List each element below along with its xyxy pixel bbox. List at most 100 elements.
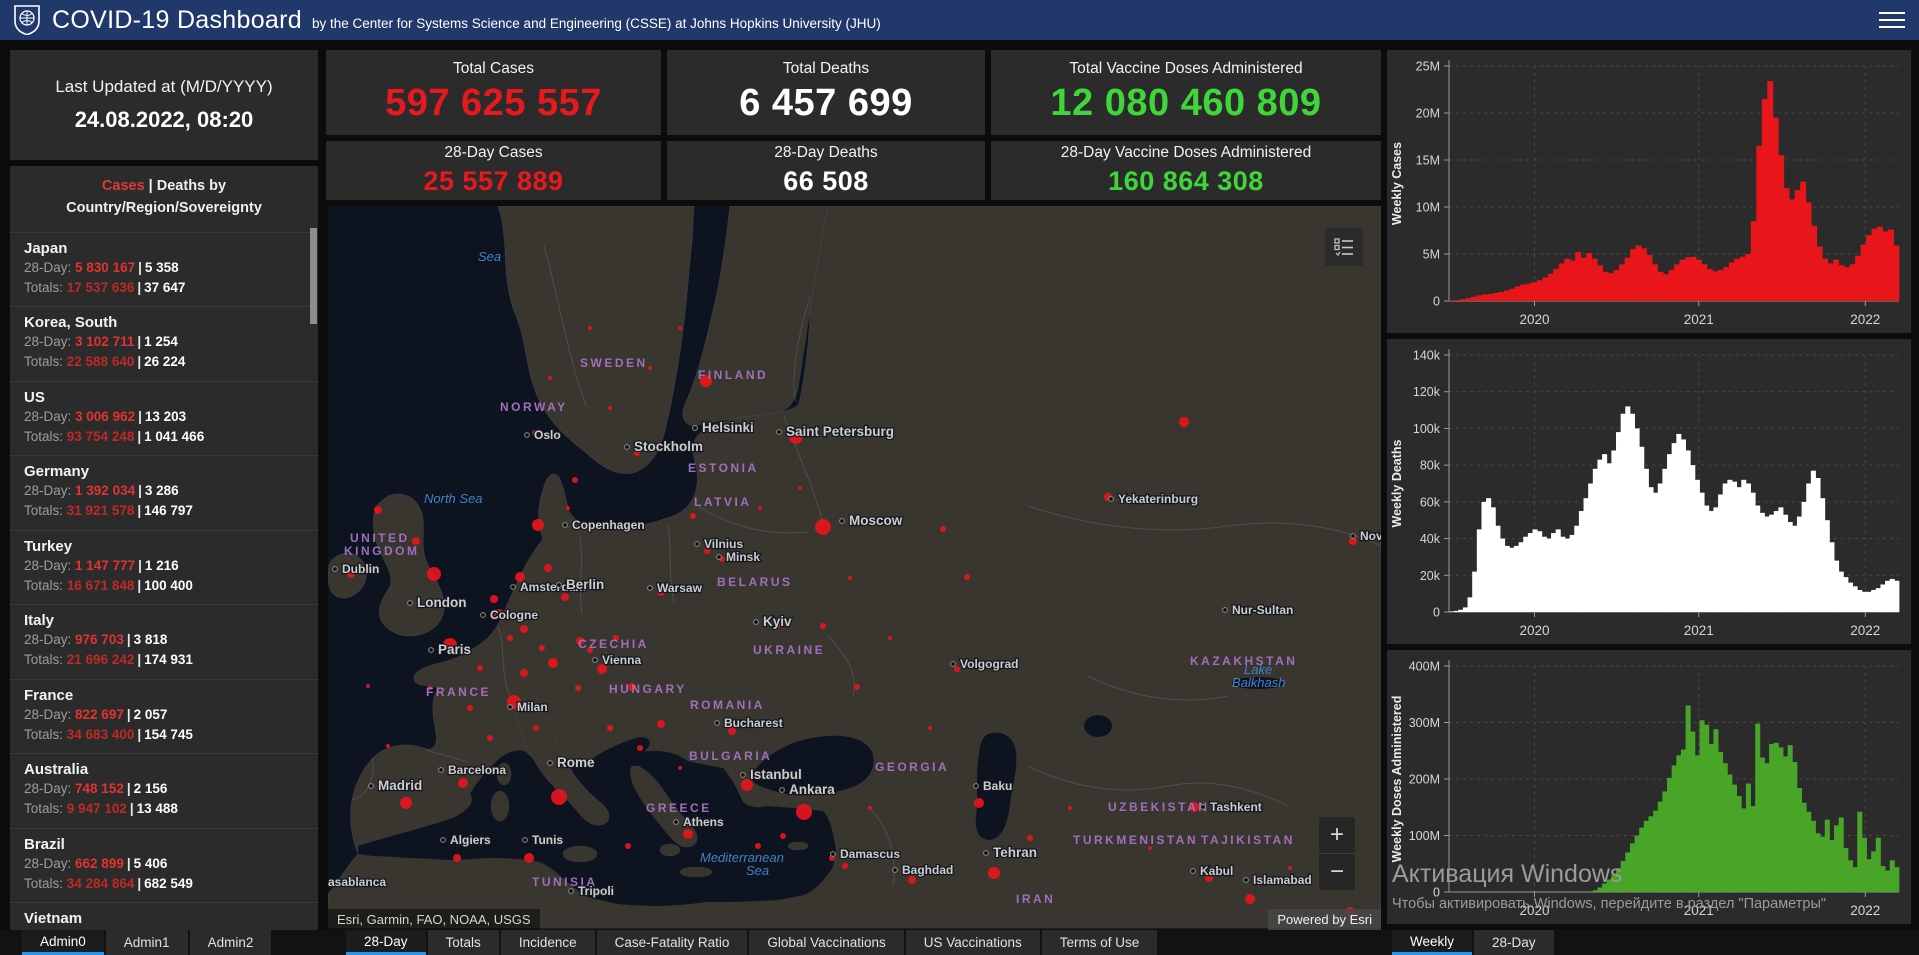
zoom-in-button[interactable]: + bbox=[1319, 817, 1355, 854]
case-bubble bbox=[490, 595, 498, 603]
case-bubble bbox=[690, 513, 696, 519]
country-list-item[interactable]: France 28-Day: 822 697 | 2 057 Totals: 34 … bbox=[10, 678, 318, 754]
world-map[interactable]: Sea North Sea Mediterranean Sea Lake Balkhash… bbox=[328, 206, 1381, 930]
city-marker bbox=[779, 787, 785, 793]
country-name: Korea, South bbox=[24, 314, 118, 331]
map-label: Warsaw bbox=[657, 581, 703, 595]
country-list-item[interactable]: Korea, South 28-Day: 3 102 711 | 1 254 Tot… bbox=[10, 306, 318, 381]
case-bubble bbox=[487, 735, 493, 741]
tab-terms-of-use[interactable]: Terms of Use bbox=[1041, 930, 1158, 955]
case-bubble bbox=[974, 798, 984, 808]
country-name: Turkey bbox=[24, 537, 73, 555]
city-marker bbox=[592, 657, 598, 663]
tab-admin0[interactable]: Admin0 bbox=[22, 930, 104, 955]
case-bubble bbox=[427, 567, 441, 581]
country-totals-line: Totals: 21 696 242 | 174 931 bbox=[24, 652, 193, 668]
tab-incidence[interactable]: Incidence bbox=[500, 930, 595, 955]
svg-text:25M: 25M bbox=[1416, 60, 1440, 74]
case-bubble bbox=[366, 684, 370, 688]
country-list-item[interactable]: Turkey 28-Day: 1 147 777 | 1 216 Totals: 1… bbox=[10, 529, 318, 605]
map-label: Lake bbox=[1244, 662, 1272, 677]
legend-button[interactable] bbox=[1325, 228, 1363, 266]
tab-weekly[interactable]: Weekly bbox=[1392, 930, 1473, 955]
case-bubble bbox=[575, 685, 581, 691]
tab-us-vaccinations[interactable]: US Vaccinations bbox=[905, 930, 1040, 955]
map-label: Mediterranean bbox=[700, 850, 784, 865]
zoom-out-button[interactable]: − bbox=[1329, 858, 1344, 885]
map-label: KAZAKHSTAN bbox=[1190, 654, 1297, 668]
jhu-logo-icon bbox=[14, 5, 40, 35]
country-list-item[interactable]: Vietnam 28-Day: 617 172|14 Totals: 11 38… bbox=[10, 902, 318, 930]
map-label: Tripoli bbox=[578, 884, 614, 898]
svg-text:140k: 140k bbox=[1413, 349, 1441, 363]
case-bubble bbox=[820, 623, 826, 629]
city-marker bbox=[568, 888, 574, 894]
case-bubble bbox=[1068, 806, 1072, 810]
svg-text:80k: 80k bbox=[1420, 459, 1441, 473]
map-label: Tunis bbox=[532, 833, 563, 847]
city-marker bbox=[740, 772, 746, 778]
case-bubble bbox=[347, 570, 355, 578]
city-marker bbox=[892, 867, 898, 873]
stat-label: Total Deaths bbox=[782, 60, 870, 77]
case-bubble bbox=[1288, 866, 1292, 870]
city-marker bbox=[332, 566, 338, 572]
city-marker bbox=[407, 600, 413, 606]
map-label: Balkhash bbox=[1232, 675, 1285, 690]
country-totals-line: Totals: 93 754 248 | 1 041 466 bbox=[24, 428, 205, 444]
svg-text:2022: 2022 bbox=[1850, 623, 1880, 638]
svg-text:2021: 2021 bbox=[1684, 623, 1714, 638]
city-marker bbox=[1108, 496, 1114, 502]
country-list-item[interactable]: Japan 28-Day: 5 830 167 | 5 358 Totals: 17… bbox=[10, 231, 318, 307]
map-label: Islamabad bbox=[1253, 873, 1312, 887]
case-bubble bbox=[607, 725, 613, 731]
map-label: Yekaterinburg bbox=[1118, 492, 1198, 506]
case-bubble bbox=[648, 366, 652, 370]
case-bubble bbox=[566, 506, 570, 510]
case-bubble bbox=[1349, 537, 1357, 545]
svg-text:0: 0 bbox=[1433, 606, 1440, 620]
map-label: Copenhagen bbox=[572, 518, 645, 532]
country-list-item[interactable]: Brazil 28-Day: 662 899 | 5 406 Totals: 34 … bbox=[10, 827, 318, 903]
country-list-item[interactable]: Australia 28-Day: 748 152 | 2 156 Totals: … bbox=[10, 753, 318, 828]
case-bubble bbox=[634, 450, 640, 456]
city-marker bbox=[562, 522, 568, 528]
map-attribution: Esri, Garmin, FAO, NOAA, USGS bbox=[328, 909, 540, 930]
svg-text:40k: 40k bbox=[1420, 532, 1441, 546]
tab-global-vaccinations[interactable]: Global Vaccinations bbox=[749, 930, 904, 955]
tab-totals[interactable]: Totals bbox=[427, 930, 499, 955]
tab-admin2[interactable]: Admin2 bbox=[189, 930, 272, 955]
tab-case-fatality-ratio[interactable]: Case-Fatality Ratio bbox=[596, 930, 748, 955]
tab-28-day[interactable]: 28-Day bbox=[1474, 930, 1554, 955]
case-bubble bbox=[888, 636, 892, 640]
tab-admin1[interactable]: Admin1 bbox=[105, 930, 188, 955]
case-bubble bbox=[775, 620, 783, 628]
case-bubble bbox=[548, 658, 558, 668]
country-list-item[interactable]: Italy 28-Day: 976 703 | 3 818 Totals: 21 6… bbox=[10, 604, 318, 679]
city-marker bbox=[839, 518, 845, 524]
svg-text:20k: 20k bbox=[1420, 569, 1441, 583]
case-bubble bbox=[587, 647, 593, 653]
stat-label: 28-Day Cases bbox=[444, 144, 543, 161]
stat-panel: 28-Day Deaths 66 508 bbox=[667, 141, 985, 200]
svg-text:20M: 20M bbox=[1416, 107, 1440, 121]
svg-text:0: 0 bbox=[1433, 886, 1440, 900]
country-name: Italy bbox=[24, 612, 55, 629]
country-name: US bbox=[24, 388, 45, 406]
scrollbar-thumb[interactable] bbox=[310, 228, 317, 324]
country-totals-line: Totals: 16 671 848 | 100 400 bbox=[24, 577, 193, 593]
legend-list-icon bbox=[1334, 238, 1353, 256]
map-label: UNITED bbox=[350, 531, 410, 545]
svg-text:100M: 100M bbox=[1409, 829, 1440, 843]
hamburger-menu-icon[interactable] bbox=[1879, 7, 1905, 33]
tab-28-day[interactable]: 28-Day bbox=[346, 930, 426, 955]
map-label: Baghdad bbox=[902, 863, 953, 877]
country-list-item[interactable]: Germany 28-Day: 1 392 034 | 3 286 Totals: … bbox=[10, 455, 318, 530]
country-totals-line: Totals: 22 588 640 | 26 224 bbox=[24, 354, 186, 370]
svg-text:Weekly Doses Administered: Weekly Doses Administered bbox=[1390, 696, 1404, 863]
stat-value: 25 557 889 bbox=[423, 166, 564, 196]
case-bubble bbox=[928, 726, 932, 730]
country-list-item[interactable]: US 28-Day: 3 006 962 | 13 203 Totals: 93 7… bbox=[10, 380, 318, 456]
map-label: asablanca bbox=[328, 875, 386, 889]
case-bubble bbox=[678, 326, 682, 330]
